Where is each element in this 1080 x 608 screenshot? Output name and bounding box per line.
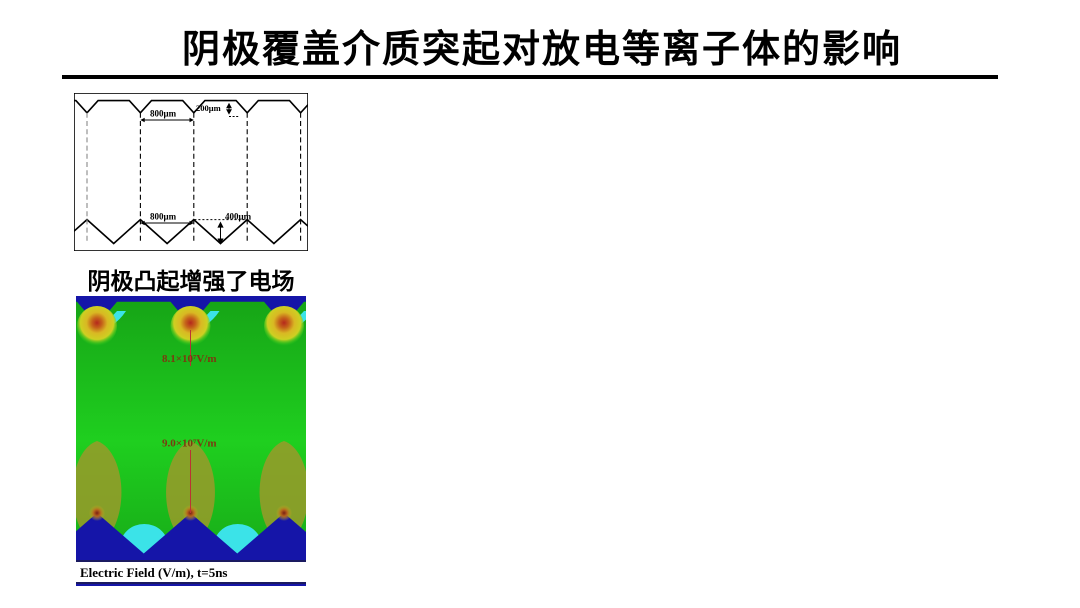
svg-text:400μm: 400μm bbox=[225, 212, 252, 222]
svg-text:Electric Field (V/m), t=5ns: Electric Field (V/m), t=5ns bbox=[80, 565, 227, 580]
svg-text:8.1×10⁷V/m: 8.1×10⁷V/m bbox=[162, 353, 216, 365]
svg-text:200μm: 200μm bbox=[196, 103, 221, 113]
svg-text:800μm: 800μm bbox=[150, 212, 177, 222]
svg-text:800μm: 800μm bbox=[150, 109, 177, 119]
svg-text:9.0×10⁷V/m: 9.0×10⁷V/m bbox=[162, 438, 216, 450]
